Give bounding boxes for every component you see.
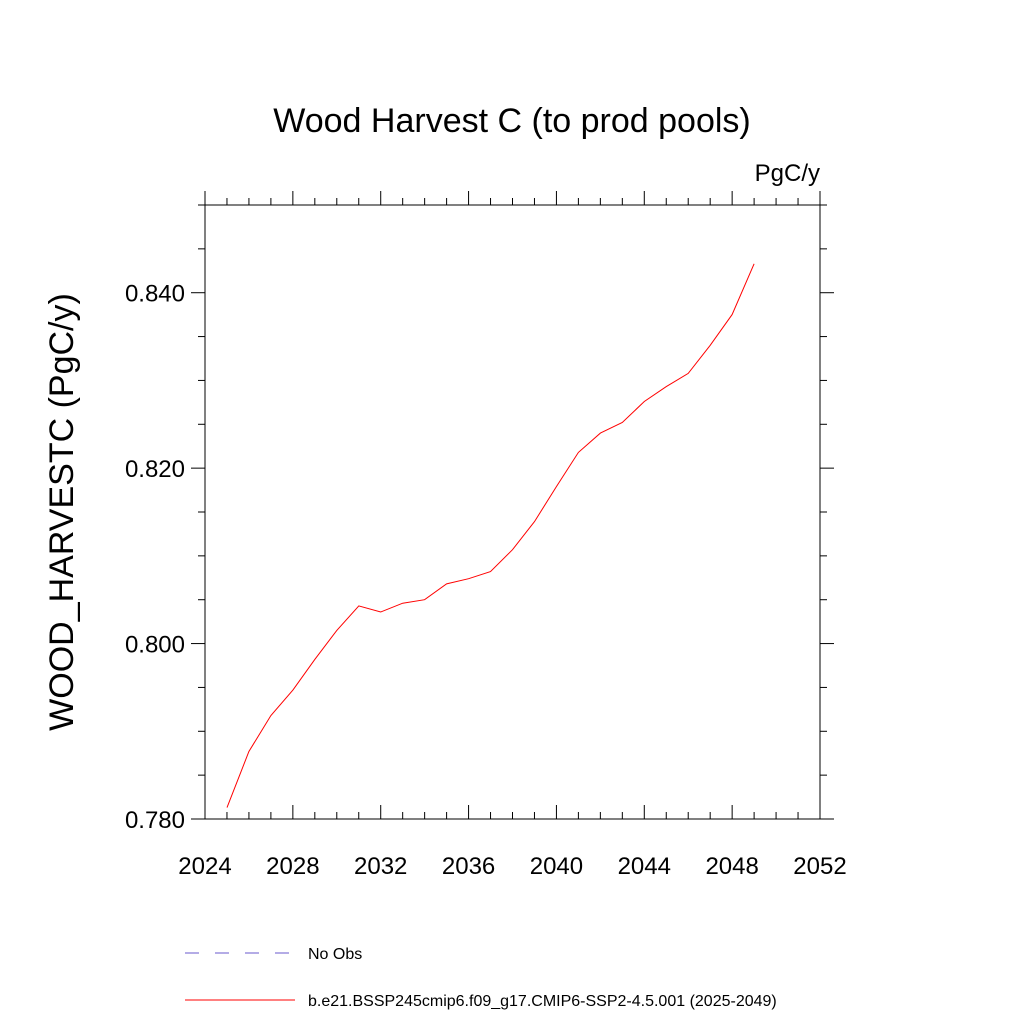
y-tick-label: 0.780	[125, 807, 185, 834]
y-tick-label: 0.840	[125, 281, 185, 308]
x-tick-label: 2036	[442, 853, 495, 880]
series-line	[226, 263, 755, 808]
x-tick-label: 2048	[705, 853, 758, 880]
x-tick-label: 2024	[178, 853, 231, 880]
x-tick-label: 2052	[793, 853, 846, 880]
legend-label-series: b.e21.BSSP245cmip6.f09_g17.CMIP6-SSP2-4.…	[308, 993, 777, 1010]
plot-frame	[204, 204, 821, 820]
x-tick-label: 2040	[530, 853, 583, 880]
axis-ticks: 2024 2028 2032 2036 2040 2044 2048 2052 0.780 0.8…	[125, 191, 847, 880]
y-tick-label: 0.800	[125, 632, 185, 659]
y-tick-label: 0.820	[125, 456, 185, 483]
x-tick-label: 2032	[354, 853, 407, 880]
units-label: PgC/y	[755, 160, 820, 187]
x-tick-label: 2044	[618, 853, 671, 880]
series-group	[226, 263, 755, 808]
y-axis-label: WOOD_HARVESTC (PgC/y)	[43, 293, 81, 731]
legend: No Obs b.e21.BSSP245cmip6.f09_g17.CMIP6-…	[185, 946, 777, 1010]
legend-label-no-obs: No Obs	[308, 946, 362, 963]
chart-title: Wood Harvest C (to prod pools)	[273, 102, 750, 140]
x-tick-label: 2028	[266, 853, 319, 880]
